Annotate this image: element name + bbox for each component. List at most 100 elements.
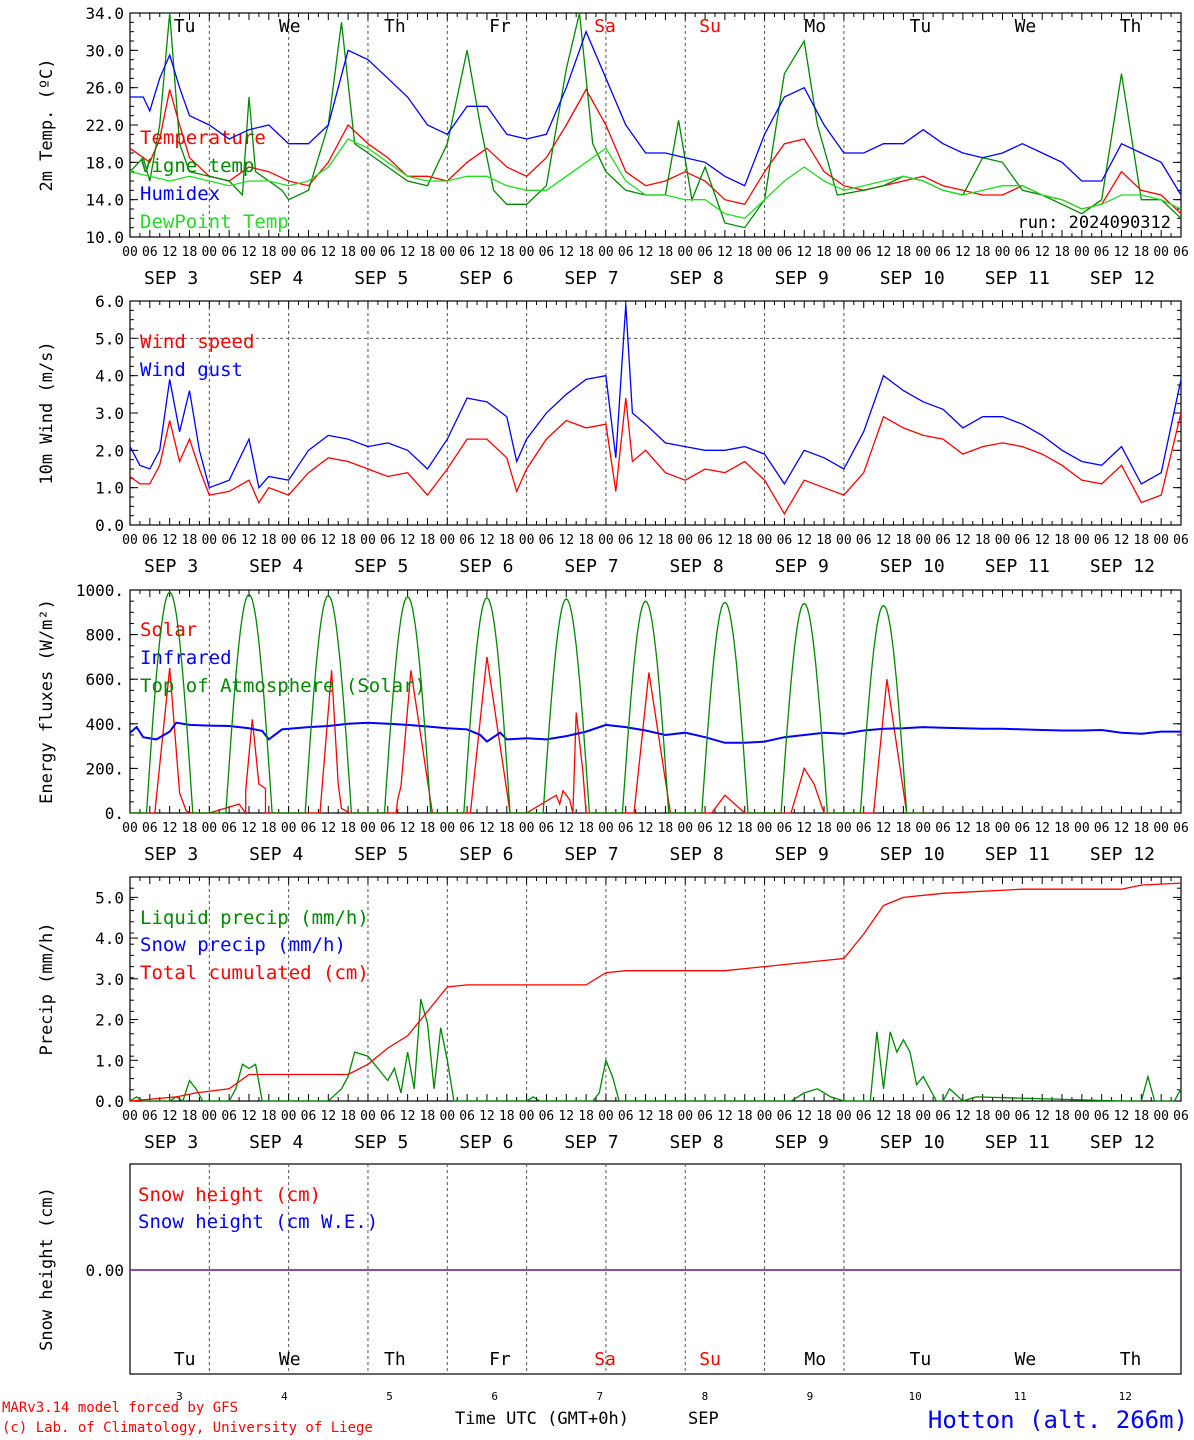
x-hour-label: 18 (1134, 245, 1150, 260)
legend-entry: Infrared (140, 647, 232, 669)
x-hour-label: 18 (658, 245, 674, 260)
legend-entry: Wind speed (140, 331, 254, 353)
y-tick-label: 6.0 (95, 292, 124, 311)
x-hour-label: 06 (777, 821, 793, 836)
series-line-vigne-temp (129, 12, 1182, 229)
y-tick-label: 10.0 (85, 228, 124, 247)
x-hour-label: 12 (320, 1109, 336, 1124)
x-hour-label: 00 (1074, 1109, 1090, 1124)
x-hour-label: 12 (241, 821, 257, 836)
x-hour-label: 06 (935, 533, 951, 548)
x-hour-label: 06 (142, 533, 158, 548)
x-hour-label: 06 (221, 821, 237, 836)
day-number-label: 12 (1119, 1390, 1132, 1403)
x-hour-label: 06 (697, 821, 713, 836)
weekday-label: We (1015, 1349, 1037, 1370)
x-date-label: SEP 5 (354, 1132, 408, 1153)
x-hour-label: 00 (757, 245, 773, 260)
weekday-label: Th (384, 16, 406, 37)
x-hour-label: 06 (1173, 1109, 1189, 1124)
x-hour-label: 18 (1054, 1109, 1070, 1124)
x-hour-label: 12 (400, 821, 416, 836)
x-hour-label: 06 (697, 245, 713, 260)
location-label: Hotton (alt. 266m) (928, 1406, 1188, 1434)
x-hour-label: 06 (1015, 1109, 1031, 1124)
x-hour-label: 12 (876, 821, 892, 836)
x-hour-label: 06 (459, 1109, 475, 1124)
y-axis-title: Precip (mm/h) (37, 922, 57, 1055)
x-hour-label: 18 (182, 533, 198, 548)
x-hour-label: 06 (539, 1109, 555, 1124)
x-hour-label: 00 (836, 1109, 852, 1124)
x-hour-label: 06 (935, 1109, 951, 1124)
x-date-label: SEP 7 (564, 556, 618, 577)
x-date-label: SEP 5 (354, 844, 408, 865)
x-date-label: SEP 4 (249, 556, 303, 577)
x-hour-label: 06 (618, 533, 634, 548)
x-hour-label: 12 (479, 1109, 495, 1124)
x-hour-label: 12 (1034, 1109, 1050, 1124)
x-hour-label: 06 (1173, 245, 1189, 260)
x-hour-label: 12 (796, 533, 812, 548)
y-tick-label: 5.0 (95, 888, 124, 907)
x-hour-label: 00 (995, 1109, 1011, 1124)
x-hour-label: 06 (697, 1109, 713, 1124)
x-hour-label: 18 (182, 245, 198, 260)
x-date-label: SEP 8 (670, 556, 724, 577)
x-date-label: SEP 5 (354, 268, 408, 289)
x-hour-label: 18 (1134, 821, 1150, 836)
x-hour-label: 06 (221, 245, 237, 260)
x-hour-label: 12 (400, 1109, 416, 1124)
x-hour-label: 00 (360, 821, 376, 836)
x-hour-label: 12 (876, 245, 892, 260)
x-hour-label: 18 (340, 533, 356, 548)
x-hour-label: 18 (499, 245, 515, 260)
x-hour-label: 18 (578, 1109, 594, 1124)
weekday-label: Mo (804, 16, 826, 37)
x-hour-label: 06 (618, 821, 634, 836)
day-number-label: 7 (596, 1390, 603, 1403)
x-hour-label: 06 (777, 1109, 793, 1124)
x-hour-label: 12 (162, 533, 178, 548)
x-hour-label: 12 (717, 821, 733, 836)
x-hour-label: 00 (1074, 245, 1090, 260)
x-hour-label: 12 (558, 821, 574, 836)
x-hour-label: 12 (796, 1109, 812, 1124)
x-hour-label: 06 (935, 245, 951, 260)
x-hour-label: 06 (142, 1109, 158, 1124)
series-line-wind-gust (129, 304, 1182, 490)
x-hour-label: 12 (638, 821, 654, 836)
day-number-label: 3 (176, 1390, 183, 1403)
legend-entry: Wind gust (140, 359, 243, 381)
x-hour-label: 06 (301, 245, 317, 260)
x-date-label: SEP 12 (1090, 1132, 1155, 1153)
x-date-label: SEP 10 (880, 844, 945, 865)
weekday-label: Tu (174, 1349, 196, 1370)
x-hour-label: 12 (479, 245, 495, 260)
y-axis-title: Energy fluxes (W/m²) (37, 599, 57, 804)
x-date-label: SEP 3 (144, 556, 198, 577)
x-hour-label: 00 (995, 821, 1011, 836)
series-line-total-cumulated-cm- (129, 882, 1182, 1102)
x-hour-label: 12 (1114, 821, 1130, 836)
x-hour-label: 12 (558, 1109, 574, 1124)
x-hour-label: 00 (598, 533, 614, 548)
x-hour-label: 18 (1054, 245, 1070, 260)
x-hour-label: 00 (836, 245, 852, 260)
series-line-liquid-precip-mm-h- (129, 999, 1182, 1102)
weekday-label: We (1015, 16, 1037, 37)
x-hour-label: 06 (142, 821, 158, 836)
x-axis-title: Time UTC (GMT+0h) (455, 1409, 629, 1429)
x-date-label: SEP 11 (985, 1132, 1050, 1153)
weekday-label: Tu (910, 1349, 932, 1370)
x-hour-label: 12 (479, 533, 495, 548)
y-tick-label: 18.0 (85, 153, 124, 172)
weekday-label: Th (384, 1349, 406, 1370)
series-line-top-of-atmosphere-solar- (130, 591, 924, 814)
x-hour-label: 18 (420, 1109, 436, 1124)
x-hour-label: 12 (717, 245, 733, 260)
x-hour-label: 18 (896, 533, 912, 548)
x-hour-label: 00 (439, 1109, 455, 1124)
x-hour-label: 06 (1173, 821, 1189, 836)
x-date-label: SEP 10 (880, 556, 945, 577)
